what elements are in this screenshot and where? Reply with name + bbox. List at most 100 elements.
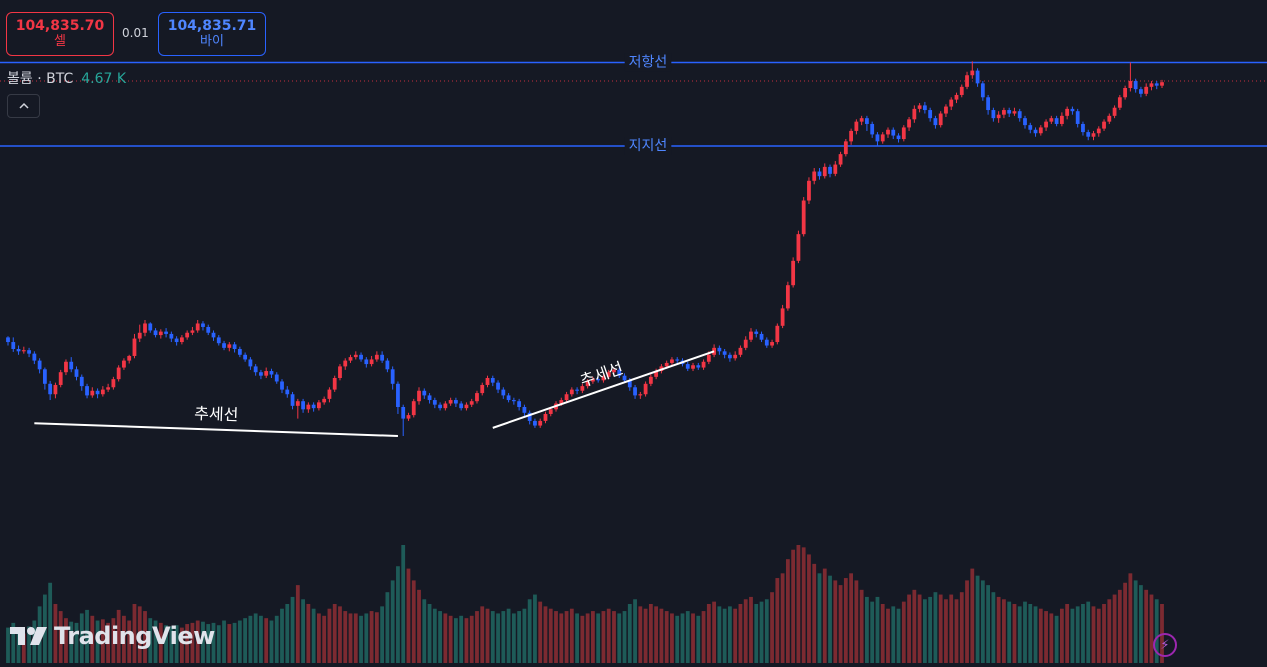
volume-bar bbox=[901, 601, 906, 663]
volume-bar bbox=[222, 620, 226, 663]
volume-bar bbox=[564, 611, 569, 663]
horizontal-line-label-bg bbox=[624, 53, 672, 72]
volume-bar bbox=[1081, 604, 1085, 663]
tradingview-logo[interactable]: TradingView bbox=[10, 622, 215, 650]
volume-bar bbox=[996, 596, 1001, 663]
volume-bar bbox=[369, 611, 374, 663]
volume-bar bbox=[348, 613, 353, 663]
candle-body bbox=[411, 401, 416, 416]
volume-bar bbox=[443, 613, 448, 663]
volume-bar bbox=[343, 611, 348, 663]
volume-bar bbox=[90, 615, 95, 663]
alert-button[interactable]: ⚡ bbox=[1153, 633, 1177, 657]
candle-body bbox=[401, 407, 406, 419]
volume-bar bbox=[654, 606, 659, 663]
volume-bar bbox=[1012, 604, 1017, 663]
candle-body bbox=[174, 338, 179, 343]
volume-bar bbox=[612, 611, 616, 663]
candle-body bbox=[717, 347, 722, 352]
volume-bar bbox=[754, 604, 759, 663]
volume-bar bbox=[106, 622, 111, 663]
candle-body bbox=[1075, 111, 1080, 124]
candle-body bbox=[216, 337, 221, 344]
candle-body bbox=[243, 354, 248, 360]
volume-bar bbox=[1133, 580, 1138, 663]
candle-body bbox=[1133, 81, 1138, 90]
volume-bar bbox=[253, 613, 258, 663]
candle-body bbox=[1033, 129, 1038, 134]
volume-bar bbox=[259, 615, 263, 663]
candle-body bbox=[69, 361, 74, 370]
volume-bar bbox=[237, 620, 242, 663]
candle-body bbox=[348, 357, 353, 361]
candle-body bbox=[622, 375, 627, 381]
sell-button[interactable]: 104,835.70 셀 bbox=[6, 12, 114, 56]
volume-bar bbox=[1139, 585, 1143, 663]
buy-button[interactable]: 104,835.71 바이 bbox=[158, 12, 266, 56]
candle-body bbox=[633, 387, 637, 396]
volume-bar bbox=[1086, 601, 1091, 663]
volume-bar bbox=[1112, 594, 1117, 663]
volume-bar bbox=[169, 626, 174, 663]
volume-bar bbox=[1044, 611, 1048, 663]
candle-body bbox=[569, 389, 574, 395]
candle-body bbox=[148, 323, 153, 331]
candle-body bbox=[759, 333, 764, 340]
candle-body bbox=[1017, 111, 1022, 119]
candle-body bbox=[812, 171, 817, 181]
candle-body bbox=[32, 353, 37, 361]
volume-bar bbox=[965, 580, 969, 663]
candle-body bbox=[1059, 115, 1064, 124]
candle-body bbox=[448, 400, 453, 404]
volume-bar bbox=[801, 547, 806, 663]
volume-bar bbox=[1023, 601, 1027, 663]
volume-bar bbox=[280, 608, 284, 663]
candle-body bbox=[432, 400, 437, 405]
candle-body bbox=[501, 389, 506, 396]
volume-bar bbox=[290, 596, 295, 663]
candle-body bbox=[16, 349, 21, 352]
candle-body bbox=[190, 330, 195, 333]
candle-body bbox=[996, 114, 1001, 119]
candle-body bbox=[464, 404, 469, 409]
volume-bar bbox=[469, 615, 474, 663]
volume-bar bbox=[559, 613, 564, 663]
volume-bar bbox=[432, 608, 437, 663]
candle-body bbox=[490, 378, 495, 383]
chevron-up-icon bbox=[18, 102, 29, 109]
volume-bar bbox=[569, 608, 574, 663]
volume-bar bbox=[58, 611, 63, 663]
spread-value: 0.01 bbox=[122, 26, 149, 40]
volume-bar bbox=[970, 568, 975, 663]
candle-body bbox=[443, 403, 448, 409]
candle-body bbox=[195, 323, 200, 331]
volume-bar bbox=[922, 599, 927, 663]
candle-body bbox=[269, 371, 274, 375]
trend-line[interactable] bbox=[34, 422, 398, 437]
candle-body bbox=[575, 389, 579, 391]
collapse-legend-button[interactable] bbox=[7, 94, 40, 118]
volume-bar bbox=[306, 604, 311, 663]
candle-body bbox=[722, 351, 727, 355]
candle-body bbox=[185, 332, 190, 338]
candle-body bbox=[295, 401, 300, 406]
candle-body bbox=[928, 110, 933, 119]
volume-bar bbox=[949, 594, 954, 663]
volume-bar bbox=[190, 622, 195, 663]
candle-body bbox=[338, 366, 342, 378]
candle-body bbox=[306, 404, 311, 410]
candle-body bbox=[591, 379, 595, 382]
candle-body bbox=[1123, 88, 1128, 98]
volume-bar bbox=[53, 604, 58, 663]
candle-body bbox=[406, 415, 411, 419]
candle-body bbox=[944, 106, 948, 114]
volume-bar bbox=[648, 604, 653, 663]
candle-body bbox=[833, 164, 838, 174]
volume-bar bbox=[1102, 604, 1106, 663]
candle-body bbox=[1102, 121, 1106, 129]
volume-bar bbox=[1091, 606, 1096, 663]
trend-line[interactable] bbox=[492, 350, 715, 429]
volume-bar bbox=[206, 624, 211, 663]
volume-bar bbox=[633, 599, 637, 663]
